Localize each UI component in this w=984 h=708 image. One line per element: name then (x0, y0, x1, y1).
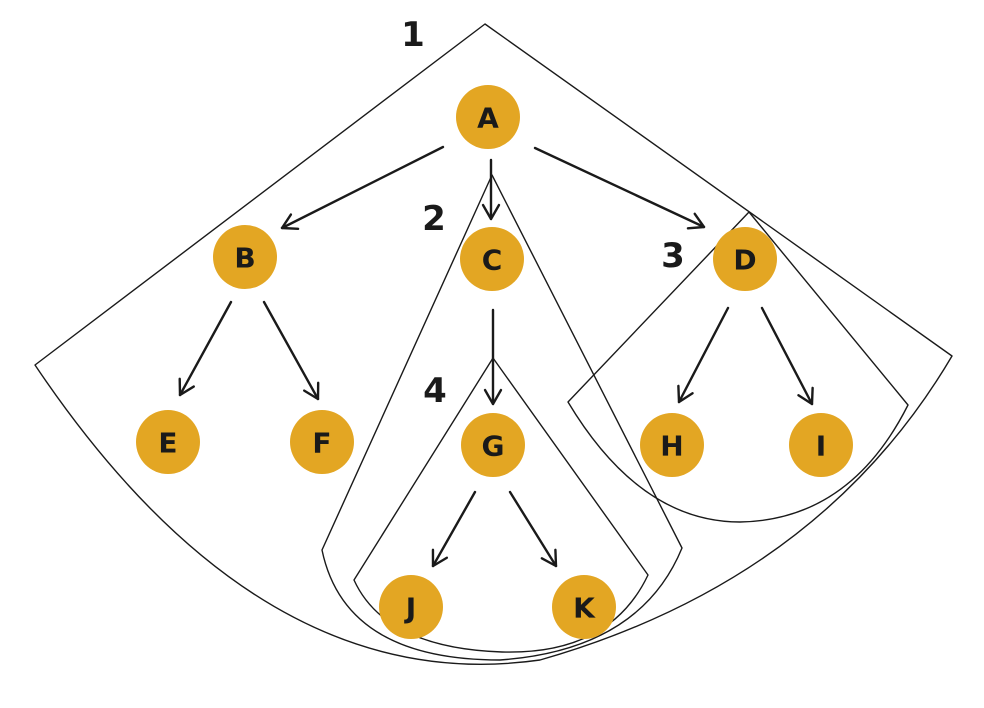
node-label: I (816, 430, 826, 463)
node-e: E (136, 410, 200, 474)
subtree-region-4 (353, 357, 649, 653)
node-label: F (312, 427, 331, 460)
node-circle (136, 410, 200, 474)
node-f: F (290, 410, 354, 474)
node-circle (789, 413, 853, 477)
node-label: H (660, 430, 683, 463)
tree-nodes: A B C D E F G H I J K (136, 85, 853, 639)
node-circle (379, 575, 443, 639)
subtree-regions (34, 23, 953, 665)
node-label: A (477, 102, 499, 135)
node-j: J (379, 575, 443, 639)
node-b: B (213, 225, 277, 289)
node-circle (461, 413, 525, 477)
region-label-2: 2 (422, 199, 446, 239)
subtree-region-1 (34, 23, 953, 665)
node-label: C (482, 244, 503, 277)
node-circle (456, 85, 520, 149)
edge-g-k (508, 490, 558, 568)
node-h: H (640, 413, 704, 477)
node-circle (290, 410, 354, 474)
node-d: D (713, 227, 777, 291)
region-label-1: 1 (401, 15, 425, 55)
edge-a-b (280, 145, 445, 231)
node-c: C (460, 227, 524, 291)
subtree-region-2 (321, 174, 683, 661)
node-g: G (461, 413, 525, 477)
node-circle (460, 227, 524, 291)
edge-a-d (533, 146, 706, 230)
edge-g-j (431, 490, 477, 568)
node-circle (640, 413, 704, 477)
region-label-4: 4 (423, 371, 447, 411)
node-label: G (482, 430, 505, 463)
edge-b-f (262, 300, 320, 401)
node-a: A (456, 85, 520, 149)
node-label: E (158, 427, 177, 460)
tree-edges (178, 145, 814, 568)
edge-b-e (178, 300, 233, 397)
subtree-region-3 (567, 211, 909, 523)
node-label: K (573, 592, 596, 625)
node-circle (213, 225, 277, 289)
edge-d-i (760, 306, 814, 406)
node-i: I (789, 413, 853, 477)
region-labels: 1 2 3 4 (401, 15, 685, 411)
node-label: B (234, 242, 255, 275)
region-label-3: 3 (661, 236, 685, 276)
node-circle (552, 575, 616, 639)
edge-d-h (677, 306, 730, 404)
node-label: J (404, 592, 416, 625)
node-k: K (552, 575, 616, 639)
node-circle (713, 227, 777, 291)
node-label: D (733, 244, 756, 277)
